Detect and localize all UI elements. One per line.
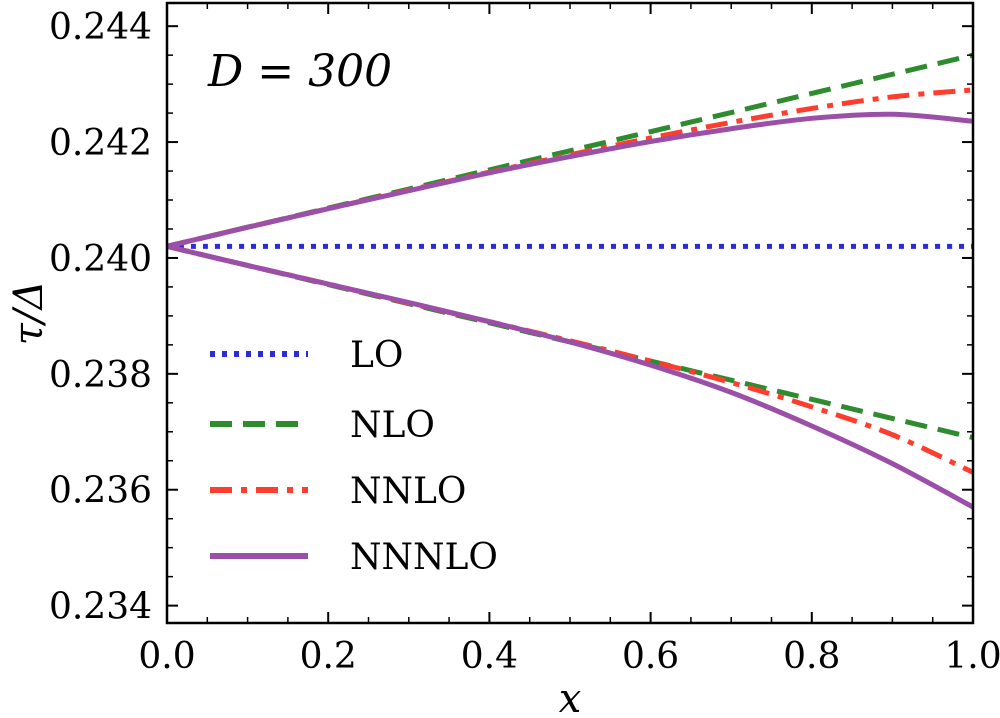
x-tick-label: 0.6 xyxy=(622,636,679,677)
y-axis-title: τ/Δ xyxy=(6,281,52,346)
x-tick-label: 0.0 xyxy=(138,636,195,677)
legend-label-nnlo: NNLO xyxy=(350,471,466,512)
series-layer xyxy=(167,52,973,510)
series-nnnlo-branch-upper xyxy=(167,111,973,249)
legend: LO NLO NNLO NNNLO xyxy=(210,335,498,578)
y-tick-label: 0.238 xyxy=(49,355,152,396)
y-tick-label: 0.236 xyxy=(49,471,152,512)
x-tick-label: 0.4 xyxy=(461,636,518,677)
y-tick-label: 0.242 xyxy=(49,123,152,164)
plot-frame xyxy=(165,1,975,625)
x-tick-label: 0.2 xyxy=(300,636,357,677)
legend-label-nnnlo: NNNLO xyxy=(350,537,498,578)
plot-background xyxy=(167,3,973,623)
ticks-layer: 0.0 0.2 0.4 0.6 0.8 1.0 0.234 0.236 0.238 0.240 0.… xyxy=(49,3,1000,677)
y-tick-label: 0.234 xyxy=(49,587,152,628)
legend-label-nlo: NLO xyxy=(350,405,435,446)
x-tick-label: 0.8 xyxy=(783,636,840,677)
y-tick-label: 0.240 xyxy=(49,239,152,280)
legend-label-lo: LO xyxy=(350,335,403,376)
x-axis-title: x xyxy=(559,676,582,718)
annotation: D = 300 xyxy=(207,46,392,97)
x-tick-label: 1.0 xyxy=(944,636,1000,677)
y-tick-label: 0.244 xyxy=(49,7,152,48)
series-nnnlo-branch-lower xyxy=(167,243,973,510)
